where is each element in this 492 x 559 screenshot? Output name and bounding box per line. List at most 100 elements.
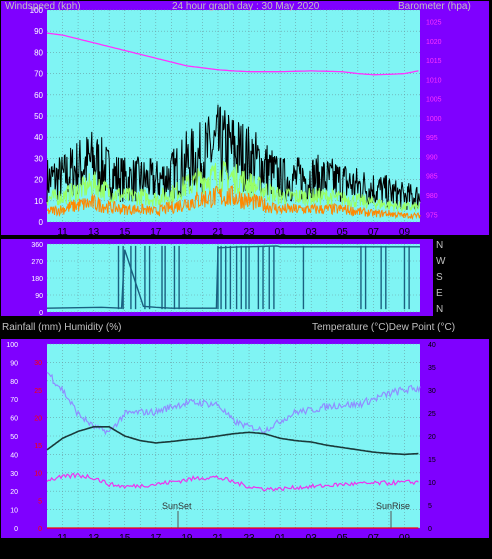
graph-title: 24 hour graph day : 30 May 2020 <box>172 1 320 12</box>
humidity-y-tick-label: 20 <box>10 489 18 496</box>
humidity-y-tick-label: 80 <box>10 379 18 386</box>
rain-y-tick-label: 20 <box>34 415 42 422</box>
dew-point-line <box>46 472 419 492</box>
wind-x-tick-label: 23 <box>243 227 255 238</box>
humidity-line <box>46 371 421 436</box>
wind-axis-title: Windspeed (kph) <box>5 1 81 12</box>
gridlines <box>47 9 420 529</box>
wind-x-tick-label: 17 <box>150 227 162 238</box>
direction-labels-panel <box>434 239 454 316</box>
sunset-label: SunSet <box>162 501 192 511</box>
wind-x-tick-label: 21 <box>212 227 224 238</box>
barometer-y-tick-label: 1010 <box>426 77 442 84</box>
barometer-y-tick-label: 990 <box>426 154 438 161</box>
barometer-y-tick-label: 975 <box>426 212 438 219</box>
barometer-y-tick-label: 1000 <box>426 116 442 123</box>
humidity-y-tick-label: 0 <box>14 526 18 533</box>
humidity-y-tick-label: 40 <box>10 452 18 459</box>
sunrise-label: SunRise <box>376 501 410 511</box>
humidity-x-tick-label: 13 <box>88 533 100 544</box>
humidity-x-tick-label: 05 <box>337 533 349 544</box>
direction-y-tick-label: 90 <box>35 293 43 300</box>
humidity-x-tick-label: 01 <box>275 533 287 544</box>
temperature-y-tick-label: 25 <box>428 411 436 418</box>
temperature-line <box>46 426 419 456</box>
humidity-x-tick-label: 21 <box>212 533 224 544</box>
wind-y-tick-label: 20 <box>34 176 43 185</box>
direction-label-n-top: N <box>436 240 443 251</box>
humidity-y-tick-label: 10 <box>10 508 18 515</box>
rain-y-tick-label: 25 <box>34 388 42 395</box>
temp-dew-axis-title: Temperature (°C)Dew Point (°C) <box>312 322 455 333</box>
humidity-y-tick-label: 60 <box>10 416 18 423</box>
direction-label-n-bottom: N <box>436 304 443 315</box>
temperature-y-tick-label: 30 <box>428 388 436 395</box>
barometer-y-tick-label: 1015 <box>426 58 442 65</box>
barometer-line <box>46 32 419 76</box>
humidity-x-tick-label: 11 <box>57 533 68 544</box>
rain-y-tick-label: 0 <box>38 526 42 533</box>
wind-y-tick-label: 90 <box>34 27 43 36</box>
rain-y-tick-label: 30 <box>34 360 42 367</box>
direction-y-tick-label: 270 <box>31 259 43 266</box>
wind-speed-line <box>47 185 421 221</box>
humidity-y-tick-label: 100 <box>6 342 18 349</box>
humidity-y-tick-label: 50 <box>10 434 18 441</box>
barometer-y-tick-label: 995 <box>426 135 438 142</box>
rain-y-tick-label: 15 <box>34 443 42 450</box>
rain-y-tick-label: 5 <box>38 498 42 505</box>
wind-x-tick-label: 05 <box>337 227 349 238</box>
direction-y-tick-label: 0 <box>39 310 43 317</box>
direction-label-w: W <box>436 256 446 267</box>
temperature-y-tick-label: 35 <box>428 365 436 372</box>
humidity-x-tick-label: 17 <box>150 533 162 544</box>
humidity-x-tick-label: 09 <box>399 533 411 544</box>
humidity-x-tick-label: 19 <box>181 533 193 544</box>
wind-y-tick-label: 80 <box>34 48 43 57</box>
barometer-y-tick-label: 1020 <box>426 39 442 46</box>
wind-direction-line <box>46 245 420 309</box>
humidity-x-tick-label: 07 <box>368 533 380 544</box>
data-series <box>46 32 421 529</box>
temperature-y-tick-label: 40 <box>428 342 436 349</box>
humidity-y-tick-label: 90 <box>10 360 18 367</box>
temperature-y-tick-label: 20 <box>428 434 436 441</box>
rain-y-tick-label: 10 <box>34 471 42 478</box>
barometer-axis-title: Barometer (hpa) <box>398 1 471 12</box>
wind-x-tick-label: 11 <box>57 227 68 238</box>
wind-y-tick-label: 100 <box>30 6 44 15</box>
humidity-x-tick-label: 23 <box>243 533 255 544</box>
direction-label-e: E <box>436 288 443 299</box>
wind-average-line <box>46 160 421 213</box>
barometer-y-tick-label: 1025 <box>426 20 442 27</box>
wind-y-tick-label: 40 <box>34 133 43 142</box>
temperature-y-tick-label: 15 <box>428 457 436 464</box>
humidity-y-tick-label: 70 <box>10 397 18 404</box>
humidity-x-tick-label: 03 <box>306 533 318 544</box>
barometer-y-tick-label: 1005 <box>426 97 442 104</box>
wind-y-tick-label: 50 <box>34 112 43 121</box>
humidity-y-tick-label: 30 <box>10 471 18 478</box>
direction-y-tick-label: 360 <box>31 242 43 249</box>
wind-y-tick-label: 10 <box>34 197 43 206</box>
barometer-y-tick-label: 980 <box>426 193 438 200</box>
wind-gust-line <box>46 104 421 210</box>
wind-y-tick-label: 0 <box>39 218 44 227</box>
temperature-y-tick-label: 5 <box>428 503 432 510</box>
wind-y-tick-label: 60 <box>34 91 43 100</box>
temperature-y-tick-label: 10 <box>428 480 436 487</box>
wind-x-tick-label: 09 <box>399 227 411 238</box>
tick-labels: 1111131315151717191921212323010103030505… <box>6 6 441 544</box>
wind-x-tick-label: 19 <box>181 227 193 238</box>
wind-y-tick-label: 70 <box>34 70 43 79</box>
direction-label-s: S <box>436 272 443 283</box>
wind-x-tick-label: 13 <box>88 227 100 238</box>
barometer-y-tick-label: 985 <box>426 174 438 181</box>
wind-x-tick-label: 01 <box>275 227 287 238</box>
wind-x-tick-label: 03 <box>306 227 318 238</box>
rain-humidity-axis-title: Rainfall (mm) Humidity (%) <box>2 322 121 333</box>
humidity-x-tick-label: 15 <box>119 533 131 544</box>
temperature-y-tick-label: 0 <box>428 526 432 533</box>
